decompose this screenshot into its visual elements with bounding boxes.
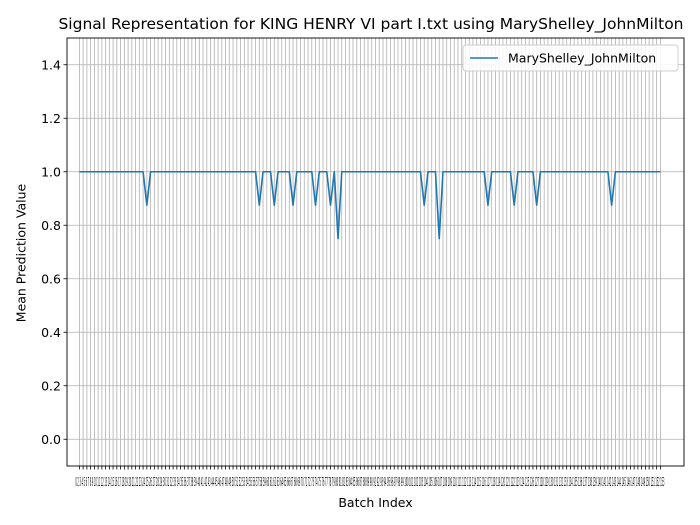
y-tick-label: 0.0 (41, 432, 61, 447)
x-tick-labels: 0 2 3 4 5 6 7 8 9 10 11 12 13 14 15 16 1… (75, 474, 664, 489)
x-axis-label: Batch Index (338, 495, 412, 510)
y-tick-label: 0.4 (41, 325, 61, 340)
y-tick-label: 1.4 (41, 57, 61, 72)
y-tick-label: 1.0 (41, 164, 61, 179)
series-line (79, 170, 661, 240)
y-tick-label: 0.6 (41, 271, 61, 286)
grid (67, 38, 684, 466)
legend-box (462, 44, 679, 72)
y-axis-label: Mean Prediction Value (14, 183, 29, 322)
y-tick-label: 0.2 (41, 378, 61, 393)
legend: MaryShelley_JohnMilton (462, 44, 679, 72)
series-points (79, 171, 661, 239)
ticks: 0.0 0.2 0.4 0.6 0.8 1.0 1.2 1.4 0 2 3 4 5 6 7 8 … (41, 57, 664, 489)
plot-frame (66, 37, 685, 467)
y-tick-label: 1.2 (41, 111, 61, 126)
y-tick-label: 0.8 (41, 218, 61, 233)
legend-label: MaryShelley_JohnMilton (508, 51, 656, 66)
chart-title: Signal Representation for KING HENRY VI … (58, 15, 683, 34)
